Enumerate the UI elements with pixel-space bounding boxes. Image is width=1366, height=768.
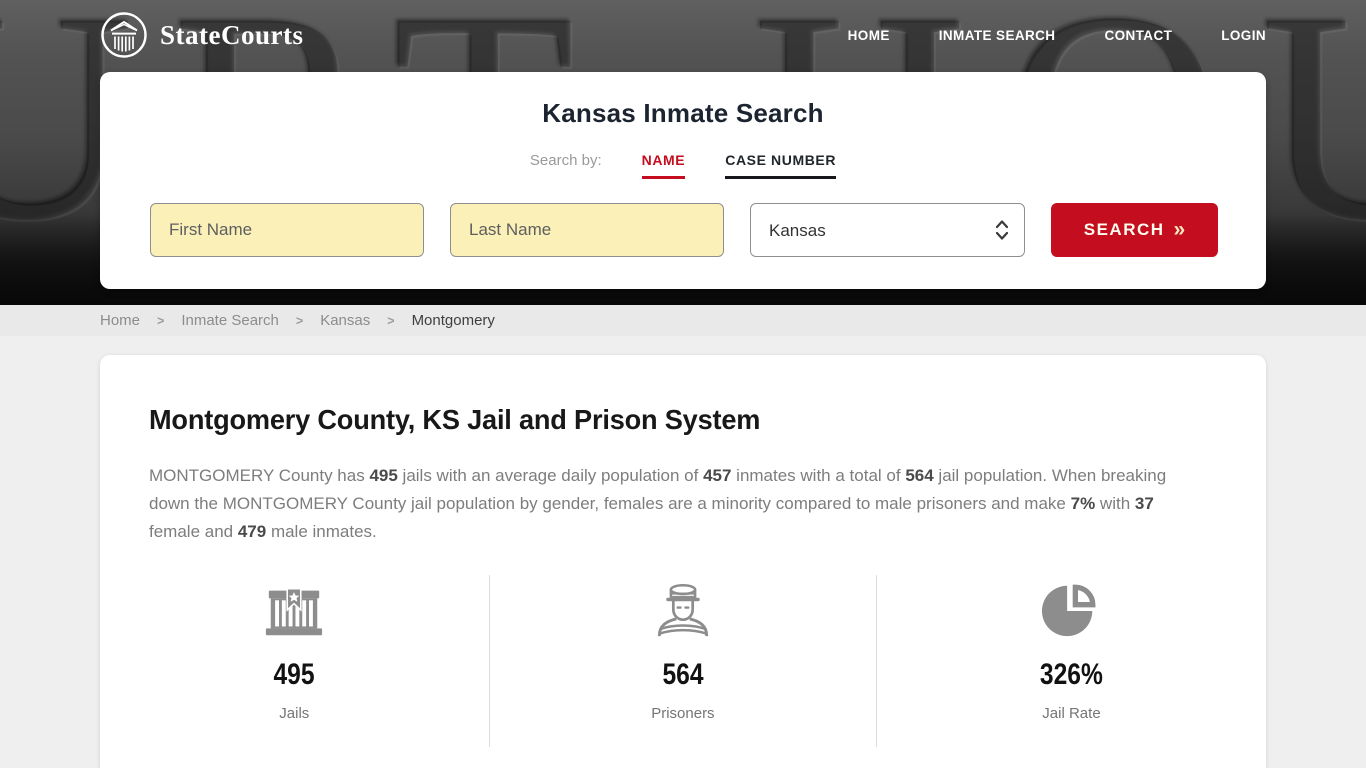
search-card-title: Kansas Inmate Search <box>542 98 824 128</box>
prisoner-icon <box>652 578 714 642</box>
stat-label-prisoners: Prisoners <box>651 705 715 722</box>
search-by-label: Search by: <box>529 152 602 169</box>
breadcrumb-separator-icon: > <box>157 313 165 328</box>
brand-logo[interactable]: StateCourts <box>100 11 303 59</box>
stat-jail-rate: 326% Jail Rate <box>877 575 1266 747</box>
search-button[interactable]: SEARCH » <box>1051 203 1218 257</box>
double-chevron-right-icon: » <box>1173 217 1186 241</box>
search-by-row: Search by: NAME CASE NUMBER <box>100 152 1266 179</box>
search-button-label: SEARCH <box>1083 220 1165 239</box>
stat-jails: 495 Jails <box>100 575 489 747</box>
state-select[interactable]: Kansas <box>750 203 1025 257</box>
pie-chart-icon <box>1040 578 1102 642</box>
courthouse-icon <box>101 12 147 58</box>
tab-name[interactable]: NAME <box>641 152 686 179</box>
brand-name: StateCourts <box>160 19 304 50</box>
nav-login[interactable]: LOGIN <box>1221 27 1266 43</box>
county-summary-paragraph: MONTGOMERY County has 495 jails with an … <box>149 466 1167 541</box>
content-card: Montgomery County, KS Jail and Prison Sy… <box>100 355 1266 768</box>
stat-value-jails: 495 <box>273 658 315 691</box>
state-select-wrap: Kansas <box>750 203 1025 257</box>
search-card: Kansas Inmate Search Search by: NAME CAS… <box>100 72 1266 289</box>
stat-label-jails: Jails <box>279 705 310 722</box>
first-name-input[interactable] <box>150 203 424 257</box>
last-name-input[interactable] <box>450 203 724 257</box>
nav-contact[interactable]: CONTACT <box>1104 27 1173 43</box>
breadcrumb-home[interactable]: Home <box>100 312 141 329</box>
search-form: Kansas SEARCH » <box>150 203 1218 257</box>
nav-home[interactable]: HOME <box>847 27 890 43</box>
stat-value-prisoners: 564 <box>662 658 704 691</box>
breadcrumb-separator-icon: > <box>387 313 395 328</box>
breadcrumb-current: Montgomery <box>411 312 495 329</box>
stat-prisoners: 564 Prisoners <box>488 575 878 747</box>
header: StateCourts HOME INMATE SEARCH CONTACT L… <box>0 0 1366 70</box>
stat-value-jail-rate: 326% <box>1040 658 1103 691</box>
jail-building-icon <box>263 578 325 642</box>
page-title: Montgomery County, KS Jail and Prison Sy… <box>149 404 761 435</box>
main-nav: HOME INMATE SEARCH CONTACT LOGIN <box>848 28 1266 43</box>
stats-row: 495 Jails <box>100 575 1266 747</box>
breadcrumb: Home > Inmate Search > Kansas > Montgome… <box>0 305 1366 336</box>
breadcrumb-separator-icon: > <box>295 313 304 328</box>
stat-label-jail-rate: Jail Rate <box>1042 705 1101 722</box>
nav-inmate-search[interactable]: INMATE SEARCH <box>938 27 1056 43</box>
breadcrumb-inmate-search[interactable]: Inmate Search <box>181 312 279 329</box>
breadcrumb-kansas[interactable]: Kansas <box>320 312 371 329</box>
tab-case-number[interactable]: CASE NUMBER <box>725 152 837 179</box>
